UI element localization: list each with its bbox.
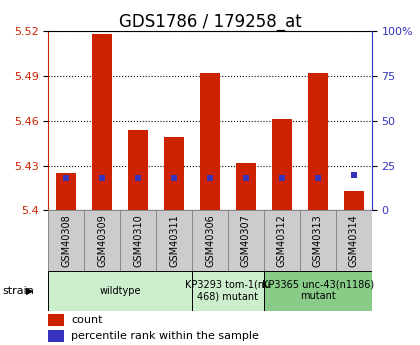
Bar [308,73,328,210]
Bar [236,162,256,210]
Text: count: count [71,315,102,325]
Text: GSM40307: GSM40307 [241,214,251,267]
Bar [192,210,228,271]
Text: strain: strain [2,286,34,296]
Bar [156,210,192,271]
Text: GSM40308: GSM40308 [61,214,71,267]
Bar [56,173,76,210]
Text: GSM40311: GSM40311 [169,214,179,267]
Bar [200,73,220,210]
Bar [128,130,148,210]
Bar [48,314,65,326]
Text: GSM40309: GSM40309 [97,214,107,267]
Title: GDS1786 / 179258_at: GDS1786 / 179258_at [118,13,302,31]
Bar [92,34,112,210]
Text: GSM40313: GSM40313 [313,214,323,267]
Bar [228,210,264,271]
Text: GSM40312: GSM40312 [277,214,287,267]
Text: ▶: ▶ [26,286,34,296]
Text: KP3293 tom-1(nu
468) mutant: KP3293 tom-1(nu 468) mutant [185,280,270,302]
Text: KP3365 unc-43(n1186)
mutant: KP3365 unc-43(n1186) mutant [262,280,374,302]
Bar [272,119,292,210]
Bar [300,210,336,271]
Bar [120,210,156,271]
Bar [164,137,184,210]
Bar [84,210,120,271]
Text: percentile rank within the sample: percentile rank within the sample [71,332,259,341]
Text: GSM40306: GSM40306 [205,214,215,267]
Bar [344,191,364,210]
Bar [48,330,65,342]
Bar [48,210,84,271]
Bar [48,271,192,310]
Bar [192,271,264,310]
Bar [264,271,372,310]
Text: wildtype: wildtype [100,286,141,296]
Text: GSM40314: GSM40314 [349,214,359,267]
Bar [336,210,372,271]
Text: GSM40310: GSM40310 [133,214,143,267]
Bar [264,210,300,271]
